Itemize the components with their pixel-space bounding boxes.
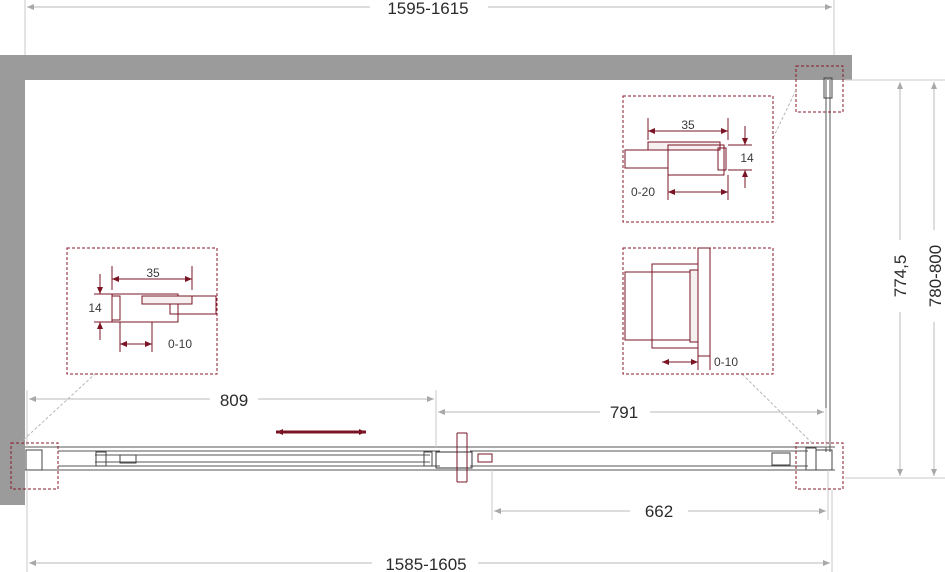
- door-handle: [435, 432, 493, 483]
- detail-right-adjust: 0-10: [714, 355, 738, 369]
- side-inner-label: 774,5: [891, 255, 910, 298]
- detail-top-right: 35 14 0-20: [622, 95, 774, 223]
- top-width-label: 1595-1615: [387, 0, 468, 18]
- bottom-width-label: 1585-1605: [385, 555, 466, 572]
- side-outer-label: 780-800: [926, 245, 945, 307]
- door-track: [25, 446, 835, 471]
- wall: [0, 55, 852, 505]
- right-door-label: 791: [610, 403, 638, 422]
- left-door-label: 809: [220, 391, 248, 410]
- callout-markers: [10, 65, 844, 490]
- detail-left-adjust: 0-10: [168, 337, 192, 351]
- top-width-dimension: 1595-1615: [24, 0, 835, 55]
- detail-left: 35 14 0-10: [66, 247, 218, 375]
- door-width-dimensions: 809 791: [26, 390, 827, 447]
- side-dimensions: 774,5 780-800: [845, 79, 945, 479]
- detail-left-width: 35: [146, 266, 160, 280]
- fixed-panel-dimension: 662: [491, 470, 829, 521]
- bottom-width-dimension: 1585-1605: [26, 470, 833, 572]
- fixed-panel-label: 662: [645, 502, 673, 521]
- right-fixed-panel: [823, 77, 833, 452]
- detail-top-right-adjust: 0-20: [631, 185, 655, 199]
- detail-top-right-width: 35: [681, 118, 695, 132]
- detail-left-height: 14: [88, 301, 102, 315]
- detail-right: 0-10: [622, 247, 774, 375]
- detail-top-right-height: 14: [740, 151, 754, 165]
